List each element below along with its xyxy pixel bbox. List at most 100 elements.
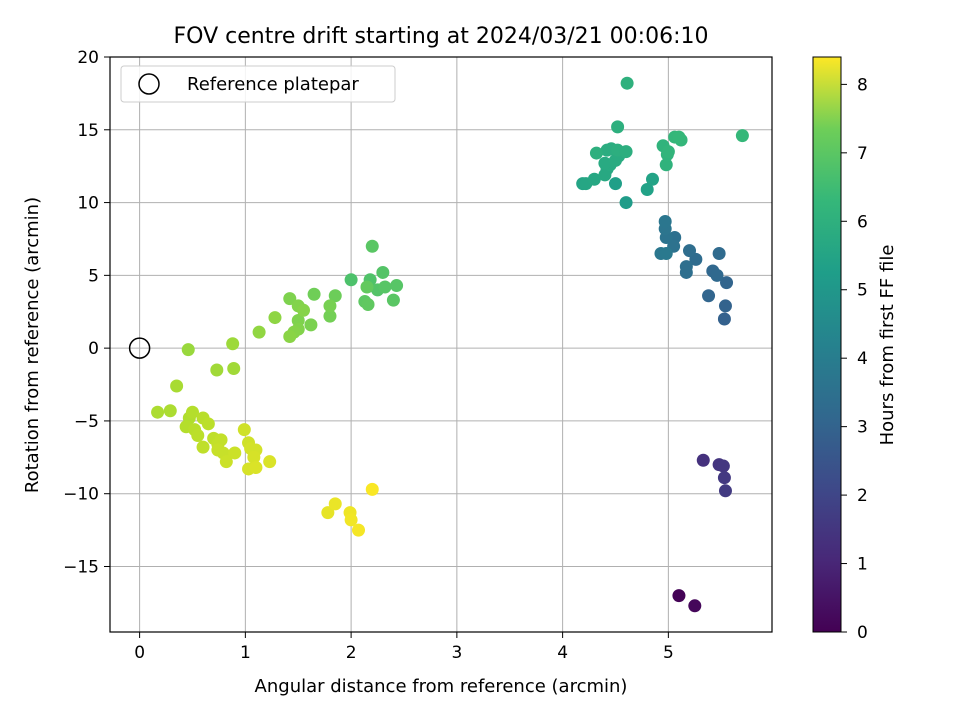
data-point (344, 273, 358, 287)
data-point (679, 265, 693, 279)
grid-lines (110, 56, 772, 632)
y-axis-ticks: −15 −10 −5 0 5 10 15 20 (63, 48, 110, 577)
legend-marker (138, 73, 160, 95)
data-point (716, 459, 730, 473)
data-point (268, 311, 282, 325)
colorbar-tick-label: 1 (857, 555, 868, 575)
data-point (378, 280, 392, 294)
legend-box (120, 65, 396, 103)
data-point (688, 599, 702, 613)
legend: Reference platepar (120, 65, 396, 103)
data-point (323, 309, 337, 323)
data-points (151, 76, 749, 613)
data-point (210, 363, 224, 377)
data-point (247, 450, 261, 464)
data-point (712, 247, 726, 261)
data-point (227, 362, 241, 376)
data-point (390, 279, 404, 293)
data-point (659, 247, 673, 261)
x-axis-label: Angular distance from reference (arcmin) (255, 676, 628, 697)
data-point (658, 214, 672, 228)
plot-frame (109, 56, 773, 633)
colorbar-label: Hours from first FF file (877, 245, 898, 446)
data-point (696, 453, 710, 467)
colorbar-ticks: 0 1 2 3 4 5 6 7 8 (841, 75, 868, 643)
colorbar: 0 1 2 3 4 5 6 7 8 Hours from first FF file (812, 56, 898, 643)
data-point (661, 145, 675, 159)
data-point (352, 523, 366, 537)
data-point (619, 145, 633, 159)
data-point (191, 428, 205, 442)
data-point (263, 455, 277, 469)
data-point (307, 287, 321, 301)
data-point (163, 404, 177, 418)
x-tick-label: 5 (663, 643, 674, 663)
data-point (252, 325, 266, 339)
data-point (376, 265, 390, 279)
data-point (360, 280, 374, 294)
data-point (201, 417, 215, 431)
data-point (608, 177, 622, 191)
colorbar-tick-label: 0 (857, 623, 868, 643)
data-point (702, 289, 716, 303)
y-tick-label: −10 (63, 485, 99, 505)
y-tick-label: 10 (77, 194, 99, 214)
data-point (600, 143, 614, 157)
data-point (717, 312, 731, 326)
y-tick-label: −5 (74, 412, 99, 432)
data-point (283, 329, 297, 343)
y-tick-label: −15 (63, 557, 99, 577)
data-point (646, 172, 660, 186)
data-point (735, 129, 749, 143)
data-point (321, 506, 335, 520)
colorbar-gradient (812, 56, 842, 633)
data-point (611, 120, 625, 134)
data-point (365, 482, 379, 496)
colorbar-tick-label: 4 (857, 349, 868, 369)
data-point (181, 343, 195, 357)
y-tick-label: 15 (77, 121, 99, 141)
y-tick-label: 5 (88, 266, 99, 286)
x-tick-label: 1 (240, 643, 251, 663)
data-point (219, 455, 233, 469)
data-point (718, 299, 732, 313)
data-point (710, 268, 724, 282)
data-point (683, 244, 697, 258)
data-point (185, 405, 199, 419)
data-point (249, 461, 263, 475)
data-point (640, 182, 654, 196)
data-point (620, 76, 634, 90)
data-point (386, 293, 400, 307)
y-tick-label: 20 (77, 48, 99, 68)
data-point (328, 289, 342, 303)
colorbar-tick-label: 7 (857, 144, 868, 164)
data-point (228, 446, 242, 460)
y-axis-label: Rotation from reference (arcmin) (22, 197, 43, 493)
reference-platepar-marker (128, 337, 151, 359)
x-tick-label: 2 (346, 643, 357, 663)
colorbar-tick-label: 2 (857, 486, 868, 506)
data-point (237, 423, 251, 437)
data-point (170, 379, 184, 393)
colorbar-tick-label: 8 (857, 75, 868, 95)
x-tick-label: 4 (557, 643, 568, 663)
data-point (619, 196, 633, 210)
data-point (598, 156, 612, 170)
data-point (659, 158, 673, 172)
data-point (151, 405, 165, 419)
x-tick-label: 3 (451, 643, 462, 663)
data-point (718, 484, 732, 498)
data-point (672, 130, 686, 144)
chart-title: FOV centre drift starting at 2024/03/21 … (174, 24, 709, 49)
colorbar-tick-label: 6 (857, 212, 868, 232)
data-point (717, 471, 731, 485)
data-point (361, 297, 375, 311)
data-point (214, 433, 228, 447)
data-point (297, 303, 311, 317)
data-point (587, 172, 601, 186)
data-point (323, 299, 337, 313)
data-point (328, 497, 342, 511)
data-point (589, 146, 603, 160)
data-point (365, 239, 379, 253)
